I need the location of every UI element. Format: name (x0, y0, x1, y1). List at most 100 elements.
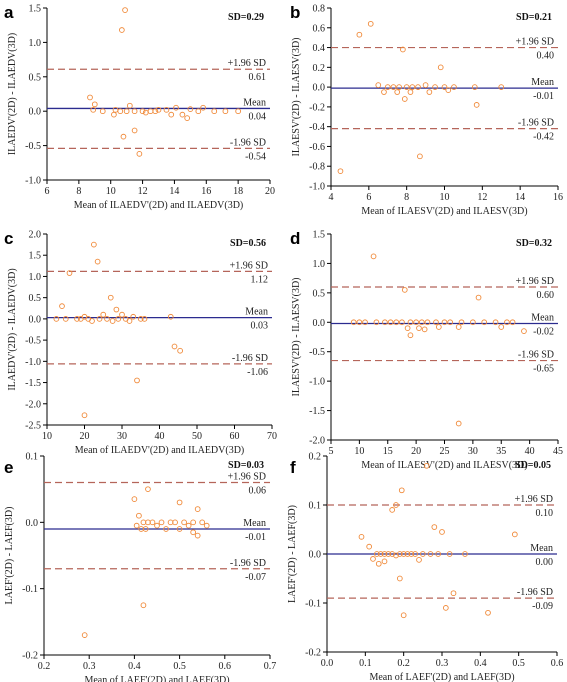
data-point (401, 287, 408, 293)
panel-letter: d (290, 229, 300, 248)
y-tick-label: -1.0 (25, 357, 41, 368)
data-point (415, 84, 421, 90)
x-tick-label: 0.7 (264, 661, 277, 672)
data-point (416, 325, 422, 332)
panel-letter: b (290, 3, 300, 22)
data-point (504, 319, 510, 326)
panel-f: f 0.0 0.1 0.2 0.3 0.4 0.5 0.6 -0.2 -0.1 0.0 0.1 0.2 M… (287, 452, 563, 682)
x-tick-label: 6 (45, 186, 50, 197)
x-tick-label: 30 (468, 446, 478, 457)
sd-value-text: SD=0.32 (516, 238, 552, 249)
x-tick-label: 30 (117, 431, 127, 442)
data-point (163, 526, 169, 532)
data-point (384, 84, 391, 90)
data-point (66, 270, 73, 276)
data-point (377, 551, 384, 557)
y-tick-label: 1.5 (29, 4, 42, 15)
data-point (396, 84, 402, 90)
x-tick-label: 14 (515, 192, 525, 203)
data-point (133, 522, 140, 529)
y-axis-label: ILAESV'(2D) - ILAESV(3D) (291, 38, 302, 157)
upper-limit-value: 0.61 (249, 72, 267, 83)
upper-limit-value: 1.12 (251, 274, 269, 285)
data-point (152, 108, 159, 115)
x-tick-label: 8 (404, 192, 409, 203)
data-point (407, 319, 414, 326)
data-point (398, 487, 405, 494)
mean-value: -0.02 (533, 326, 554, 337)
data-point (115, 316, 122, 322)
x-tick-label: 15 (383, 446, 393, 457)
data-point (370, 556, 376, 562)
data-point (446, 551, 453, 557)
y-tick-label: 0.5 (313, 288, 326, 299)
data-point (136, 512, 142, 519)
data-point (74, 316, 80, 322)
data-point (194, 532, 201, 539)
y-tick-label: -2.5 (25, 421, 41, 432)
data-point (413, 319, 419, 326)
data-point (447, 319, 454, 326)
y-tick-label: 2.0 (29, 230, 42, 241)
y-axis-label: ILAEDV'(2D) - ILAEDV(3D) (7, 268, 18, 390)
x-tick-label: 0.5 (173, 661, 186, 672)
data-point (401, 96, 408, 102)
data-point (203, 522, 210, 529)
lower-limit-label: -1.96 SD (518, 118, 554, 129)
x-tick-label: 0.2 (38, 661, 51, 672)
y-tick-label: 0.8 (313, 4, 326, 15)
mean-value: -0.01 (245, 532, 266, 543)
y-tick-label: 0.2 (309, 452, 322, 463)
panel-letter: e (4, 458, 13, 477)
x-tick-label: 12 (477, 192, 487, 203)
data-point (194, 506, 201, 512)
data-point (442, 605, 449, 611)
y-tick-label: 1.0 (29, 272, 42, 283)
data-point (409, 84, 416, 90)
y-tick-label: -0.4 (309, 122, 325, 133)
data-point (107, 294, 114, 301)
data-point (381, 551, 388, 557)
data-point (199, 519, 206, 526)
data-point (389, 551, 396, 557)
data-point (134, 377, 140, 384)
x-tick-label: 0.5 (512, 658, 525, 669)
data-point (137, 316, 144, 322)
data-point (172, 519, 178, 526)
data-point (181, 519, 187, 526)
data-point (113, 306, 120, 313)
y-tick-label: -0.6 (309, 142, 325, 153)
y-tick-label: -0.1 (22, 584, 38, 595)
data-point (81, 412, 88, 419)
sd-value-text: SD=0.56 (230, 238, 266, 249)
x-tick-label: 10 (106, 186, 116, 197)
data-point (400, 551, 407, 557)
data-point (509, 319, 516, 326)
data-point (111, 111, 117, 118)
data-point (185, 522, 192, 529)
data-point (190, 529, 197, 536)
y-axis-label: ILAESV'(2D) - ILAESV(3D) (291, 278, 302, 397)
x-tick-label: 10 (354, 446, 364, 457)
data-point (235, 108, 241, 115)
data-point (139, 108, 146, 115)
data-point (222, 108, 229, 115)
data-point (458, 319, 465, 326)
data-point (370, 253, 377, 260)
x-tick-label: 40 (525, 446, 535, 457)
data-point (393, 319, 400, 326)
y-axis-label: LAEF'(2D) - LAEF(3D) (287, 505, 298, 603)
data-point (356, 31, 363, 38)
data-point (439, 529, 445, 535)
data-point (167, 313, 174, 320)
x-axis-label: Mean of ILAESV'(2D) and ILAESV(3D) (361, 460, 527, 471)
data-point (100, 311, 107, 318)
x-tick-label: 0.0 (321, 658, 334, 669)
x-tick-label: 8 (76, 186, 81, 197)
mean-value: 0.04 (249, 111, 267, 122)
panel-b: b 4 6 8 10 12 14 16 -1.0 -0.8 -0.6 -0.4 -0.2 0.0 0.2 0.… (290, 3, 563, 217)
data-point (179, 111, 186, 118)
panel-letter: a (4, 3, 14, 22)
y-tick-label: -0.2 (305, 648, 321, 659)
y-tick-label: -2.0 (309, 436, 325, 447)
